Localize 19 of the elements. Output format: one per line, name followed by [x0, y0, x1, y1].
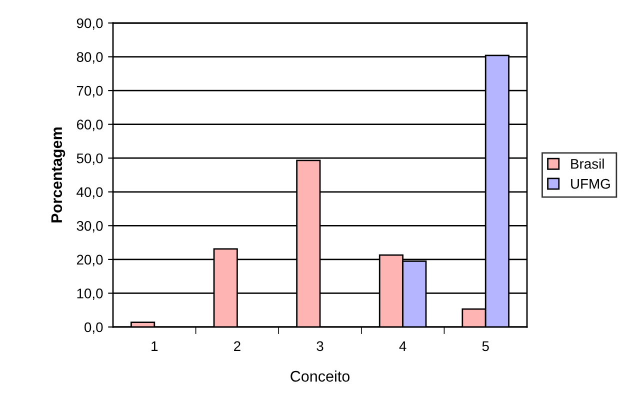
x-tick-label: 2 [234, 341, 240, 351]
y-tick-label: 70,0 [76, 86, 103, 98]
y-tick-label: 0,0 [84, 322, 103, 334]
y-tick-label: 40,0 [76, 187, 103, 199]
y-tick-label: 60,0 [76, 120, 103, 132]
y-axis-title: Porcentagem [51, 128, 66, 222]
x-axis-title: Conceito [290, 370, 350, 382]
y-tick-label: 20,0 [76, 254, 103, 266]
y-tick-label: 10,0 [77, 288, 103, 300]
x-tick-label: 4 [399, 341, 406, 351]
x-tick-label: 3 [316, 341, 324, 352]
x-tick-label: 1 [152, 341, 158, 351]
y-tick-label: 30,0 [76, 221, 103, 232]
legend-label: Brasil [571, 158, 604, 169]
y-tick-label: 90,0 [76, 18, 103, 30]
legend-label: UFMG [571, 178, 610, 189]
x-tick-label: 5 [482, 341, 489, 352]
y-tick-label: 50,0 [76, 153, 103, 165]
y-tick-label: 80,0 [76, 52, 103, 64]
